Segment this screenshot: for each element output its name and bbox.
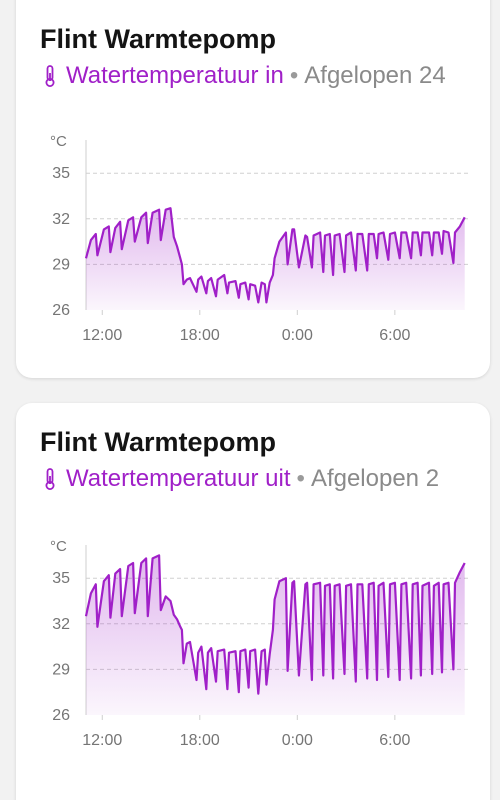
temperature-chart[interactable]: °C 26 29 32 35 12:00 18:00 0:00 6:00 — [16, 110, 490, 360]
card-subtitle: Watertemperatuur in • Afgelopen 24 — [40, 62, 446, 90]
period-label: Afgelopen 2 — [310, 465, 440, 492]
y-axis-unit: °C — [50, 133, 67, 150]
history-card-water-in[interactable]: Flint Warmtepomp Watertemperatuur in • A… — [16, 0, 490, 378]
y-tick-label: 26 — [52, 707, 70, 724]
y-tick-label: 29 — [52, 661, 70, 678]
series-area — [86, 555, 465, 715]
y-tick-label: 29 — [52, 256, 70, 273]
x-tick-label: 0:00 — [282, 327, 313, 344]
card-title: Flint Warmtepomp — [40, 427, 276, 457]
entity-name[interactable]: Watertemperatuur uit — [66, 465, 291, 492]
y-tick-label: 35 — [52, 570, 70, 587]
period-label: Afgelopen 24 — [304, 62, 446, 89]
y-tick-label: 32 — [52, 616, 70, 633]
card-subtitle: Watertemperatuur uit • Afgelopen 2 — [40, 465, 439, 493]
card-title: Flint Warmtepomp — [40, 24, 276, 54]
separator-dot: • — [289, 62, 299, 89]
temperature-chart[interactable]: °C 26 29 32 35 12:00 18:00 0:00 6:00 — [16, 515, 490, 765]
x-tick-label: 6:00 — [379, 732, 410, 749]
x-tick-label: 6:00 — [379, 327, 410, 344]
x-tick-label: 12:00 — [82, 732, 122, 749]
entity-name[interactable]: Watertemperatuur in — [66, 62, 284, 89]
x-tick-label: 0:00 — [282, 732, 313, 749]
series-line[interactable] — [84, 554, 466, 695]
thermometer-icon — [45, 468, 55, 490]
y-tick-label: 35 — [52, 165, 70, 182]
history-card-water-out[interactable]: Flint Warmtepomp Watertemperatuur uit • … — [16, 403, 490, 800]
x-tick-label: 12:00 — [82, 327, 122, 344]
x-tick-label: 18:00 — [180, 327, 220, 344]
thermometer-icon — [45, 65, 55, 87]
y-tick-label: 26 — [52, 302, 70, 319]
separator-dot: • — [296, 465, 305, 492]
series-line[interactable] — [84, 207, 466, 304]
y-axis-unit: °C — [50, 538, 67, 555]
x-tick-label: 18:00 — [180, 732, 220, 749]
y-tick-label: 32 — [52, 211, 70, 228]
